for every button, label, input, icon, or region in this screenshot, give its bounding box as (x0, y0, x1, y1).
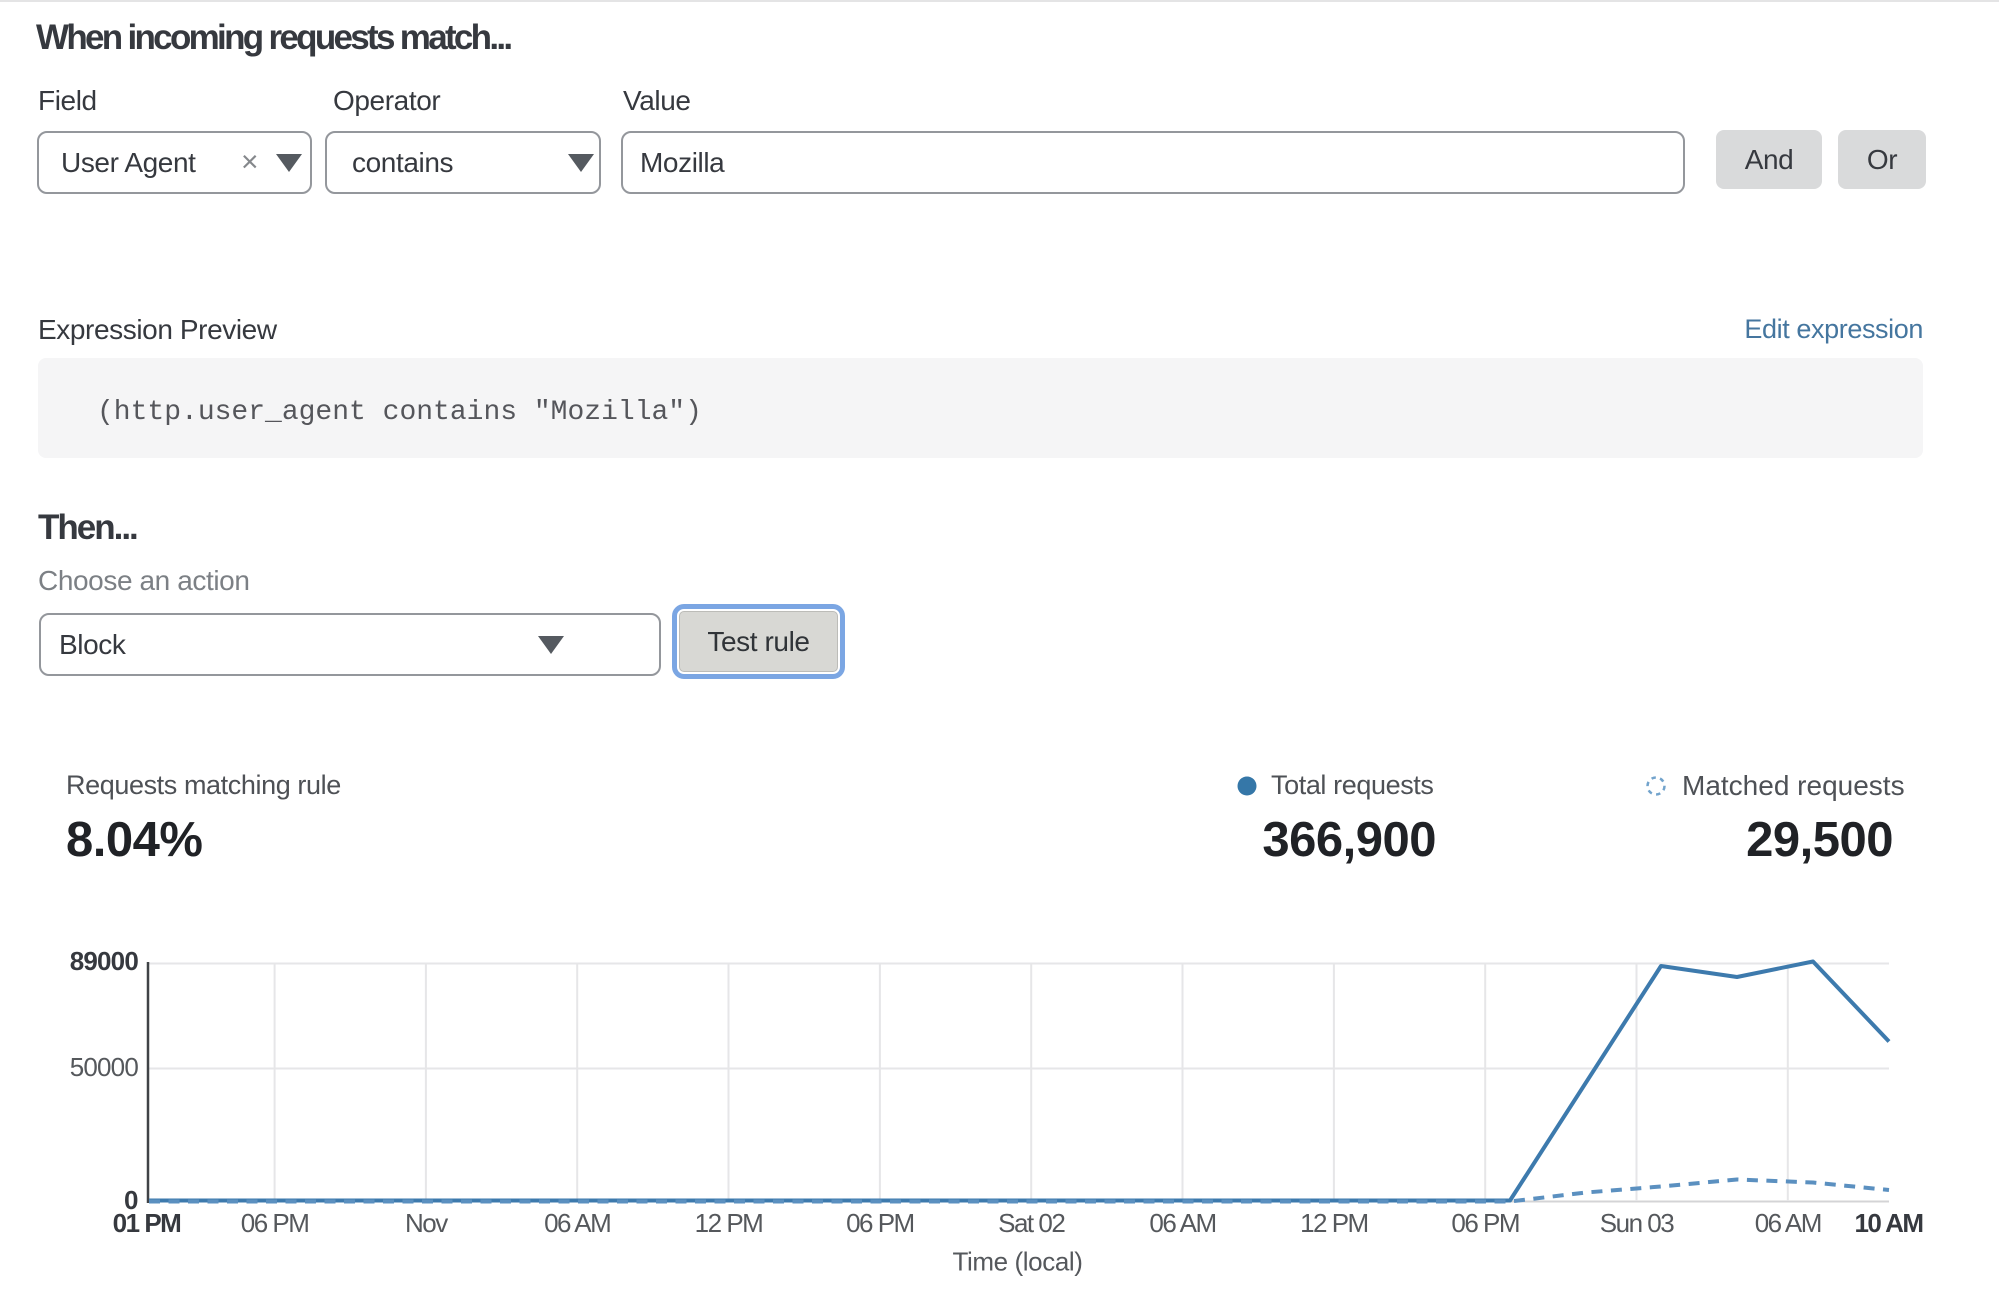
svg-text:Sat 02: Sat 02 (998, 1208, 1065, 1238)
svg-text:06 AM: 06 AM (1149, 1208, 1215, 1238)
svg-text:06 AM: 06 AM (1755, 1208, 1821, 1238)
svg-text:10 AM: 10 AM (1854, 1208, 1922, 1238)
svg-text:Sun 03: Sun 03 (1600, 1208, 1674, 1238)
svg-text:50000: 50000 (70, 1052, 139, 1082)
svg-text:01 PM: 01 PM (113, 1208, 181, 1238)
svg-text:12 PM: 12 PM (695, 1208, 763, 1238)
svg-text:06 PM: 06 PM (241, 1208, 309, 1238)
svg-text:89000: 89000 (70, 946, 139, 976)
svg-text:Nov: Nov (405, 1208, 448, 1238)
svg-text:06 PM: 06 PM (846, 1208, 914, 1238)
svg-text:06 AM: 06 AM (544, 1208, 610, 1238)
svg-text:12 PM: 12 PM (1300, 1208, 1368, 1238)
svg-text:06 PM: 06 PM (1451, 1208, 1519, 1238)
svg-text:Time (local): Time (local) (952, 1247, 1082, 1277)
svg-text:0: 0 (124, 1185, 138, 1215)
